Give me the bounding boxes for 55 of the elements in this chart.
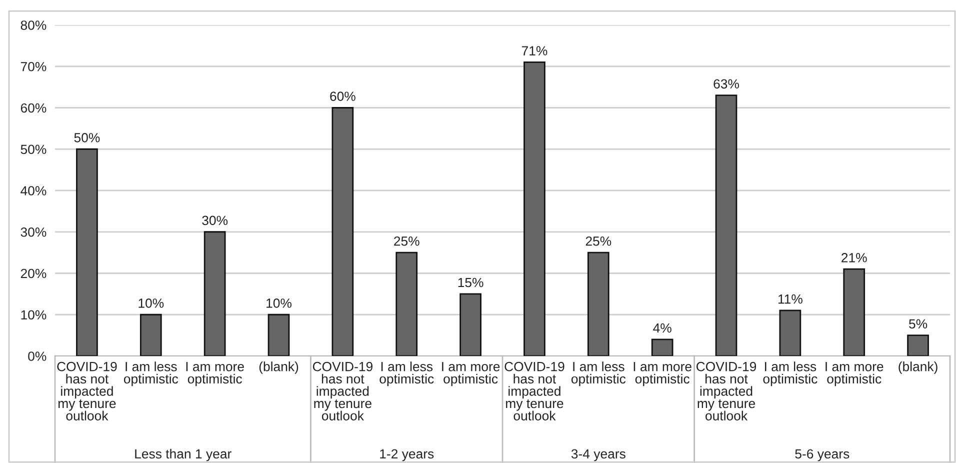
x-tick-label: COVID-19 has not impacted my tenure outlook (504, 362, 564, 420)
bar (651, 338, 674, 356)
data-label: 63% (714, 79, 739, 89)
x-tick-label: COVID-19 has not impacted my tenure outlook (696, 362, 756, 420)
x-tick-label: I am less optimistic (571, 362, 626, 386)
x-tick-label: I am more optimistic (442, 362, 500, 386)
y-tick-label: 50% (20, 144, 46, 154)
y-tick-label: 30% (20, 227, 46, 237)
y-tick-label: 0% (28, 352, 46, 361)
bar (332, 107, 354, 356)
x-tick-label: (blank) (259, 362, 298, 374)
data-label: 5% (909, 319, 928, 329)
x-tick-label: I am more optimistic (634, 362, 692, 386)
x-tick-label: (blank) (898, 362, 938, 374)
data-label: 10% (266, 298, 292, 308)
bar (396, 252, 418, 356)
data-label: 15% (458, 278, 484, 288)
y-tick-label: 70% (20, 62, 46, 72)
data-label: 50% (74, 133, 100, 142)
bar (268, 314, 290, 356)
y-tick-label: 20% (20, 268, 46, 278)
data-label: 25% (586, 236, 612, 246)
x-tick-label: I am less optimistic (124, 362, 178, 386)
y-tick-label: 80% (20, 20, 46, 30)
text: 5-6 years (795, 449, 850, 462)
bar (907, 334, 929, 356)
bar (779, 310, 802, 356)
bar (587, 252, 610, 356)
bar (843, 268, 866, 356)
y-tick-label: 40% (20, 186, 46, 196)
bar (204, 231, 226, 356)
data-label: 11% (778, 294, 802, 304)
y-tick-label: 60% (20, 103, 46, 113)
text: 1-2 years (380, 449, 434, 462)
bar (76, 148, 98, 356)
data-label: 21% (842, 252, 867, 262)
data-label: 60% (330, 92, 356, 101)
data-label: 4% (653, 323, 672, 333)
y-tick-label: 10% (21, 310, 46, 320)
x-tick-label: I am more optimistic (826, 362, 884, 386)
bar (460, 293, 482, 356)
x-tick-label: COVID-19 has not impacted my tenure outlook (57, 362, 117, 420)
data-label: 25% (394, 236, 420, 246)
data-label: 10% (138, 298, 164, 308)
data-label: 30% (202, 216, 228, 226)
bar (524, 62, 546, 356)
x-tick-label: COVID-19 has not impacted my tenure outlook (312, 362, 372, 420)
text: 3-4 years (571, 449, 626, 462)
x-tick-label: I am less optimistic (763, 362, 818, 386)
bar (715, 94, 738, 356)
bar (140, 314, 162, 356)
x-tick-label: I am more optimistic (186, 362, 244, 386)
x-tick-label: I am less optimistic (380, 362, 434, 386)
data-label: 71% (522, 46, 548, 56)
text: Less than 1 year (135, 448, 232, 462)
